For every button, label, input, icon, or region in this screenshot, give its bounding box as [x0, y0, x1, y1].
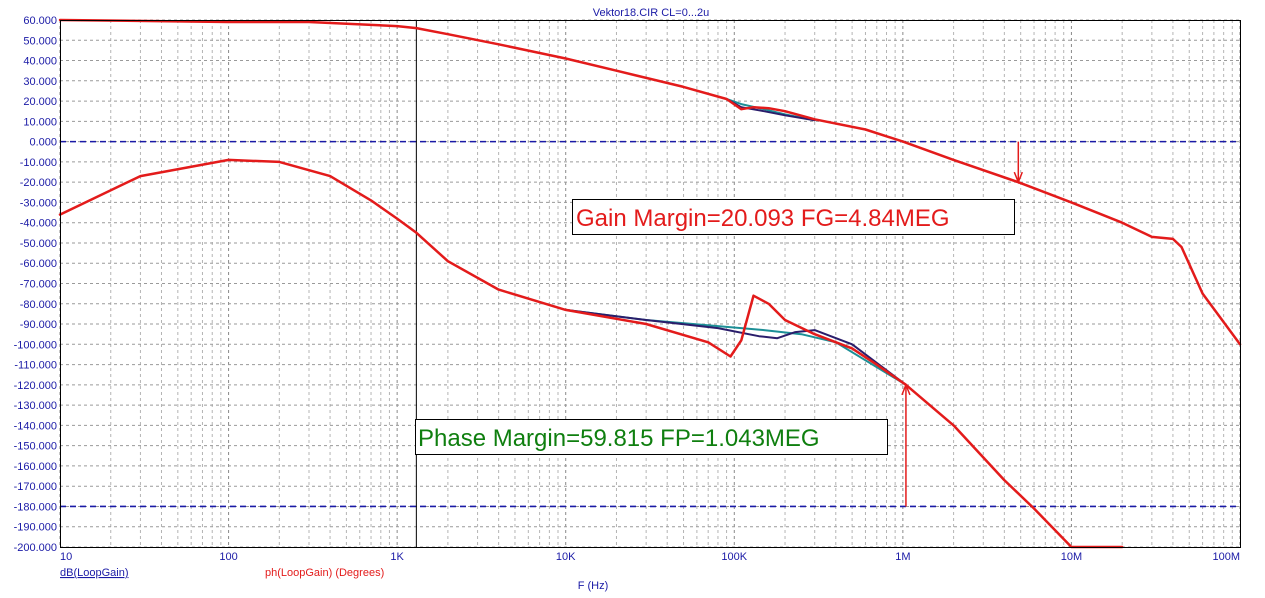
y-tick-label: -110.000	[14, 360, 57, 372]
x-tick-label: 100K	[721, 551, 747, 563]
y-tick-label: 40.000	[23, 56, 57, 68]
x-tick-label: 100	[219, 551, 237, 563]
x-tick-label: 10M	[1061, 551, 1082, 563]
chart-title: Vektor18.CIR CL=0...2u	[593, 7, 709, 19]
legend-gain: dB(LoopGain)	[60, 567, 129, 579]
annotations: Gain Margin=20.093 FG=4.84MEG Phase Margi…	[415, 141, 1023, 507]
y-tick-label: -190.000	[14, 522, 57, 534]
y-tick-label: -120.000	[14, 380, 57, 392]
plot-frame	[60, 20, 1241, 548]
reference-lines	[60, 140, 1240, 508]
y-tick-labels: 60.000 50.000 40.000 30.000 20.000 10.000 0.00…	[14, 15, 57, 554]
x-tick-label: 100M	[1212, 551, 1240, 563]
y-tick-label: 30.000	[23, 76, 57, 88]
gain-margin-box	[572, 199, 1015, 235]
x-tick-label: 1M	[895, 551, 910, 563]
y-tick-label: -150.000	[14, 441, 57, 453]
x-tick-label: 10	[60, 551, 72, 563]
y-tick-label: -40.000	[20, 218, 57, 230]
y-tick-label: -50.000	[20, 238, 57, 250]
y-tick-label: -160.000	[14, 461, 57, 473]
phase-margin-arrow-head	[901, 382, 911, 396]
y-tick-label: -60.000	[20, 258, 57, 270]
series-line	[564, 308, 907, 386]
phase-margin-label: Phase Margin=59.815 FP=1.043MEG	[418, 425, 820, 452]
series-line	[58, 18, 1242, 346]
y-tick-label: -30.000	[20, 197, 57, 209]
phase-margin-box	[415, 419, 888, 455]
y-tick-label: 50.000	[23, 35, 57, 47]
y-tick-label: -200.000	[14, 542, 57, 554]
x-tick-labels: 10 100 1K 10K 100K 1M 10M 100M	[60, 551, 1240, 563]
y-tick-label: 20.000	[23, 96, 57, 108]
y-tick-label: -130.000	[14, 400, 57, 412]
gain-margin-arrow-head	[1013, 171, 1023, 185]
y-tick-label: 10.000	[23, 116, 57, 128]
y-tick-label: -180.000	[14, 501, 57, 513]
y-tick-label: 0.000	[29, 137, 57, 149]
x-tick-label: 10K	[556, 551, 576, 563]
y-tick-label: -10.000	[20, 157, 57, 169]
series-line	[58, 158, 1124, 549]
y-tick-label: -70.000	[20, 279, 57, 291]
y-tick-label: -90.000	[20, 319, 57, 331]
y-tick-label: -20.000	[20, 177, 57, 189]
legend-phase: ph(LoopGain) (Degrees)	[265, 567, 384, 579]
y-tick-label: -140.000	[14, 420, 57, 432]
series-group	[58, 18, 1242, 549]
gain-margin-label: Gain Margin=20.093 FG=4.84MEG	[576, 205, 950, 232]
y-tick-label: 60.000	[23, 15, 57, 27]
y-tick-label: -100.000	[14, 339, 57, 351]
y-tick-label: -80.000	[20, 299, 57, 311]
x-tick-label: 1K	[390, 551, 404, 563]
y-tick-label: -170.000	[14, 481, 57, 493]
x-axis-title: F (Hz)	[578, 580, 609, 592]
